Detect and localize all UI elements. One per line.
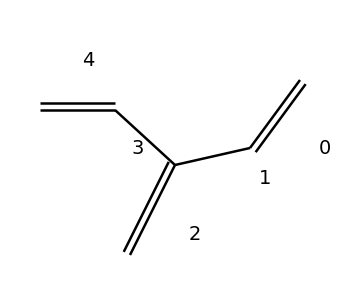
Text: 3: 3 xyxy=(132,139,144,158)
Text: 2: 2 xyxy=(189,226,201,244)
Text: 0: 0 xyxy=(319,139,331,158)
Text: 4: 4 xyxy=(82,50,94,70)
Text: 1: 1 xyxy=(259,169,271,188)
